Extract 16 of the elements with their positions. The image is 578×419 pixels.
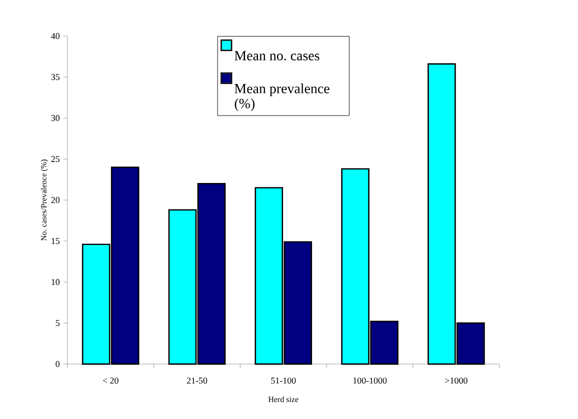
y-tick-label: 25 (51, 156, 60, 162)
legend-label: Mean prevalence (%) (234, 83, 330, 112)
y-tick-label: 5 (56, 320, 60, 326)
y-tick-label: 20 (51, 197, 60, 204)
y-tick-label: 35 (51, 74, 60, 80)
y-tick-label: 30 (51, 115, 60, 122)
x-tick-label: < 20 (102, 378, 118, 384)
y-tick-label: 15 (52, 238, 60, 244)
x-tick-label: 21-50 (186, 378, 208, 384)
y-tick-label: 10 (52, 279, 60, 286)
x-tick-label: 100-1000 (353, 378, 387, 384)
legend-label: Mean no. cases (234, 51, 320, 60)
x-tick-label: 51-100 (271, 378, 296, 384)
x-tick-label: >1000 (445, 378, 468, 384)
y-tick-label: 0 (56, 361, 60, 368)
y-tick-label: 40 (51, 33, 60, 40)
